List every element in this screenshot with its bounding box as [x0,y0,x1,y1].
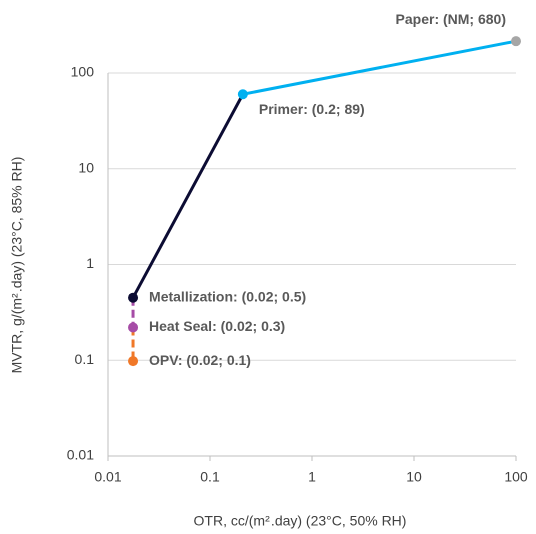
x-tick-label: 0.1 [200,469,220,485]
x-tick-label: 1 [308,469,316,485]
x-tick-label: 100 [504,469,528,485]
y-axis-title: MVTR, g/(m² .day) (23°C, 85% RH) [9,157,25,374]
point-label: Metallization: (0.02; 0.5) [149,288,306,304]
connector [131,93,245,299]
x-tick-label: 10 [406,469,422,485]
x-axis-title: OTR, cc/(m² .day) (23°C, 50% RH) [194,513,407,529]
y-tick-label: 100 [71,64,95,80]
point [128,322,139,333]
connector [242,39,517,96]
point-label: OPV: (0.02; 0.1) [149,352,251,368]
y-tick-label: 0.01 [67,447,94,463]
point [511,36,521,47]
point [128,292,139,303]
y-tick-label: 1 [86,255,94,271]
y-tick-label: 10 [78,159,94,175]
point-label: Paper: (NM; 680) [396,11,506,27]
point-label: Primer: (0.2; 89) [259,101,365,117]
point-label: Heat Seal: (0.02; 0.3) [149,318,285,334]
point [128,356,139,367]
point [237,89,248,100]
x-tick-label: 0.01 [94,469,121,485]
y-tick-label: 0.1 [75,351,95,367]
